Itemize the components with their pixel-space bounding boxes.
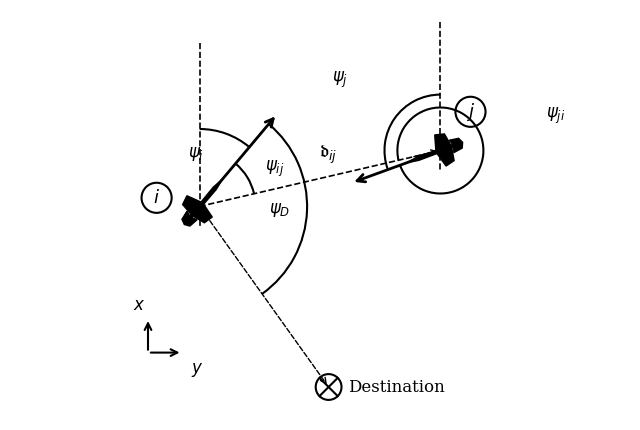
Polygon shape	[435, 134, 454, 166]
Text: $x$: $x$	[133, 297, 146, 314]
Text: $j$: $j$	[466, 101, 475, 123]
Text: $\psi_j$: $\psi_j$	[332, 70, 348, 90]
Text: $\psi_{ij}$: $\psi_{ij}$	[265, 159, 284, 179]
Polygon shape	[407, 142, 463, 163]
Polygon shape	[449, 138, 463, 153]
Text: $\psi_i$: $\psi_i$	[188, 145, 205, 163]
Text: $\psi_{ji}$: $\psi_{ji}$	[546, 106, 566, 126]
Text: $i$: $i$	[153, 189, 160, 207]
Polygon shape	[182, 211, 197, 226]
Text: $\mathfrak{d}_{ij}$: $\mathfrak{d}_{ij}$	[319, 143, 338, 166]
Polygon shape	[184, 179, 223, 224]
Polygon shape	[182, 196, 212, 223]
Text: Destination: Destination	[348, 378, 445, 396]
Text: $y$: $y$	[191, 361, 204, 379]
Text: $\psi_D$: $\psi_D$	[269, 200, 291, 218]
